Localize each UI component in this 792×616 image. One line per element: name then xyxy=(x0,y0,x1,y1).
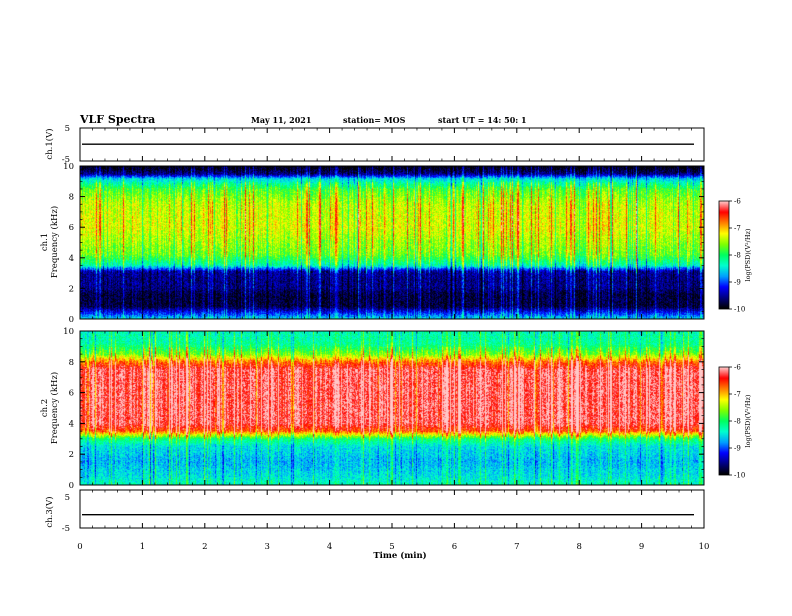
ch1-voltage-ylabel: ch.1(V) xyxy=(44,128,55,159)
ch2-frequency-ticklabels: 0 2 4 6 8 10 xyxy=(63,327,74,491)
frequency-ticklabel: 8 xyxy=(69,358,74,368)
colorbar-ticklabel: -7 xyxy=(734,391,741,399)
ch1-spectrogram-ylabel: ch.1 xyxy=(40,233,50,251)
colorbar-ticklabel: -6 xyxy=(734,364,741,372)
frequency-ticklabel: 2 xyxy=(69,450,74,460)
ch1-frequency-ylabel: Frequency (kHz) xyxy=(49,206,60,278)
time-axis-ticklabel: 2 xyxy=(202,542,207,552)
time-axis-ticklabel: 1 xyxy=(140,542,145,552)
time-axis-ticklabel: 3 xyxy=(264,542,269,552)
colorbar-ticklabel: -6 xyxy=(734,198,741,206)
ch2-spectrogram-ticks xyxy=(79,330,705,486)
ch2-colorbar-ticks: -6 -7 -8 -9 -10 xyxy=(729,364,745,480)
frequency-ticklabel: 4 xyxy=(69,254,74,264)
ch3-voltage-panel: 5 -5 ch.3(V) xyxy=(44,489,705,534)
ch2-spectrogram-panel: 0 2 4 6 8 10 ch.2 Frequency (kHz) xyxy=(40,327,705,491)
ch1-colorbar-ticks: -6 -7 -8 -9 -10 xyxy=(729,198,745,314)
frequency-ticklabel: 10 xyxy=(63,327,74,337)
ch1-spectrogram-ticks xyxy=(79,165,705,320)
ch1-colorbar-gradient xyxy=(719,201,729,309)
colorbar-ticklabel: -9 xyxy=(734,279,741,287)
time-axis-ticklabels: 0 1 2 3 4 5 6 7 8 9 10 xyxy=(77,542,709,552)
ch1-spectrogram-image xyxy=(80,166,704,319)
time-axis-label: Time (min) xyxy=(373,550,426,561)
frequency-ticklabel: 8 xyxy=(69,193,74,203)
ch2-spectrogram-image xyxy=(80,331,704,485)
frequency-ticklabel: 6 xyxy=(69,223,74,233)
ch3-ytick-top: 5 xyxy=(65,493,70,503)
ch1-voltage-ticks xyxy=(79,127,705,162)
ch2-colorbar-label: log(PSD)(V²/Hz) xyxy=(744,394,752,447)
header-station: station= MOS xyxy=(343,115,406,125)
header-date: May 11, 2021 xyxy=(251,115,311,125)
time-axis-ticklabel: 8 xyxy=(576,542,581,552)
frequency-ticklabel: 0 xyxy=(69,481,74,491)
colorbar-ticklabel: -9 xyxy=(734,445,741,453)
colorbar-ticklabel: -8 xyxy=(734,418,741,426)
colorbar-ticklabel: -10 xyxy=(734,472,745,480)
ch2-colorbar: -6 -7 -8 -9 -10 log(PSD)(V²/Hz) xyxy=(718,364,752,480)
frequency-ticklabel: 4 xyxy=(69,419,74,429)
ch1-frequency-ticklabels: 0 2 4 6 8 10 xyxy=(63,162,74,325)
time-axis-ticklabel: 5 xyxy=(389,542,394,552)
frequency-ticklabel: 10 xyxy=(63,162,74,172)
colorbar-ticklabel: -8 xyxy=(734,252,741,260)
time-axis-ticklabel: 0 xyxy=(77,542,82,552)
colorbar-ticklabel: -10 xyxy=(734,306,745,314)
header-start-time: start UT = 14: 50: 1 xyxy=(438,115,527,125)
time-axis-ticklabel: 10 xyxy=(699,542,710,552)
figure-title: VLF Spectra xyxy=(79,113,155,126)
ch1-ytick-top: 5 xyxy=(65,124,70,134)
ch1-ytick-bottom: -5 xyxy=(62,155,70,165)
frequency-ticklabel: 2 xyxy=(69,284,74,294)
time-axis-ticklabel: 6 xyxy=(452,542,457,552)
ch2-spectrogram-ylabel: ch.2 xyxy=(40,399,50,417)
ch1-voltage-panel: 5 -5 ch.1(V) xyxy=(44,124,705,165)
frequency-ticklabel: 6 xyxy=(69,389,74,399)
ch3-voltage-frame xyxy=(79,489,705,529)
ch1-colorbar-label: log(PSD)(V²/Hz) xyxy=(744,228,752,281)
ch1-colorbar: -6 -7 -8 -9 -10 log(PSD)(V²/Hz) xyxy=(718,198,752,314)
ch2-colorbar-gradient xyxy=(719,367,729,475)
ch2-frequency-ylabel: Frequency (kHz) xyxy=(49,372,60,444)
colorbar-ticklabel: -7 xyxy=(734,225,741,233)
time-axis-ticklabel: 9 xyxy=(639,542,644,552)
ch3-ytick-bottom: -5 xyxy=(62,524,70,534)
ch3-voltage-ticks xyxy=(79,489,705,529)
frequency-ticklabel: 0 xyxy=(69,315,74,325)
ch3-voltage-ylabel: ch.3(V) xyxy=(44,496,55,527)
time-axis-ticklabel: 7 xyxy=(514,542,519,552)
time-axis-ticklabel: 4 xyxy=(327,542,332,552)
ch1-spectrogram-panel: 0 2 4 6 8 10 ch.1 Frequency (kHz) xyxy=(40,162,705,325)
